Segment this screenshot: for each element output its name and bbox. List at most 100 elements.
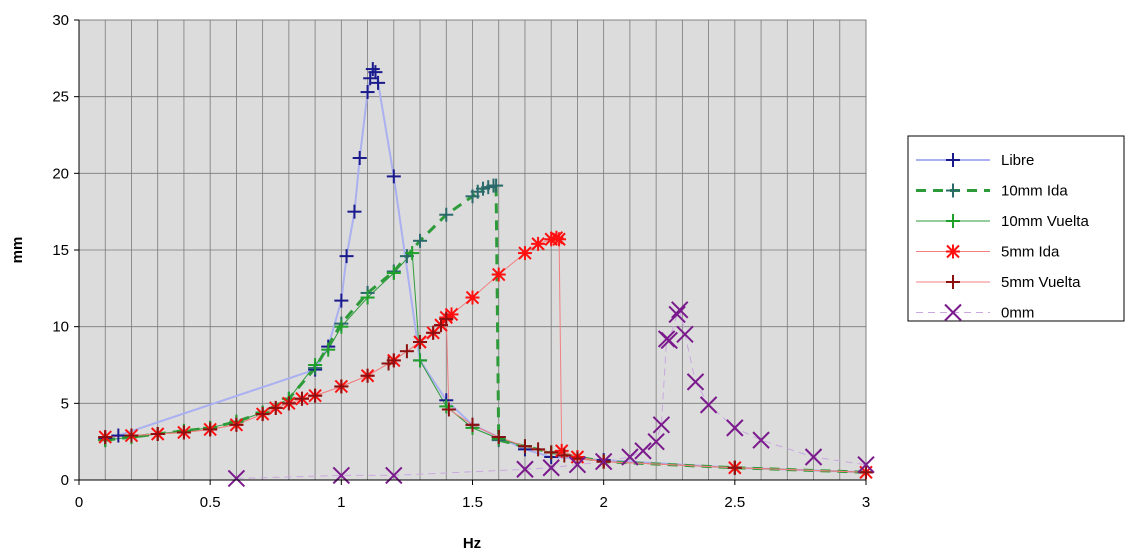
data-point bbox=[491, 430, 506, 445]
data-point bbox=[294, 391, 309, 406]
data-point bbox=[413, 233, 428, 248]
data-point bbox=[668, 305, 686, 324]
data-point bbox=[726, 419, 744, 437]
data-point bbox=[368, 65, 383, 80]
data-point bbox=[570, 451, 585, 466]
series-markers-4 bbox=[98, 312, 873, 480]
legend-label: 0mm bbox=[1001, 305, 1034, 322]
data-point bbox=[568, 455, 587, 474]
data-point bbox=[386, 266, 401, 280]
y-tick-label: 10 bbox=[52, 319, 69, 336]
data-point bbox=[857, 455, 875, 474]
legend-item-4: 5mm Vuelta bbox=[916, 274, 1081, 291]
legend-label: 10mm Vuelta bbox=[1001, 213, 1089, 230]
data-point bbox=[150, 427, 165, 441]
x-tick-label: 1.5 bbox=[462, 494, 483, 511]
data-point bbox=[371, 75, 386, 90]
data-point bbox=[281, 396, 296, 411]
data-point bbox=[405, 246, 420, 261]
data-point bbox=[308, 388, 323, 403]
data-point bbox=[634, 442, 652, 460]
data-point bbox=[176, 425, 191, 440]
y-tick-label: 20 bbox=[52, 165, 69, 182]
data-point bbox=[491, 267, 506, 282]
data-point bbox=[98, 430, 113, 445]
data-point bbox=[413, 353, 428, 368]
legend-label: 10mm Ida bbox=[1001, 183, 1068, 200]
data-point bbox=[227, 469, 246, 488]
legend-label: 5mm Vuelta bbox=[1001, 274, 1081, 291]
data-point bbox=[439, 207, 454, 222]
data-point bbox=[426, 325, 441, 340]
data-point bbox=[111, 428, 126, 443]
y-tick-label: 25 bbox=[52, 89, 69, 106]
data-point bbox=[441, 402, 456, 417]
data-point bbox=[352, 151, 367, 165]
legend-marker bbox=[946, 183, 960, 198]
series-markers-5 bbox=[227, 301, 875, 488]
data-point bbox=[360, 368, 375, 383]
data-point bbox=[727, 460, 742, 475]
data-point bbox=[465, 417, 480, 432]
data-point bbox=[859, 465, 873, 480]
data-point bbox=[621, 448, 639, 466]
data-point bbox=[699, 396, 718, 414]
x-tick-label: 2.5 bbox=[724, 494, 745, 511]
legend: Libre 10mm Ida 10mm Vuelta 5mm Ida 5mm Vuelt… bbox=[907, 135, 1125, 322]
x-tick-label: 0.5 bbox=[200, 494, 221, 511]
data-point bbox=[229, 417, 244, 432]
legend-label: 5mm Ida bbox=[1001, 244, 1060, 261]
data-point bbox=[544, 445, 559, 460]
y-tick-label: 5 bbox=[61, 395, 69, 412]
data-point bbox=[255, 407, 270, 422]
data-point bbox=[365, 62, 380, 77]
y-tick-label: 30 bbox=[52, 12, 69, 29]
data-point bbox=[671, 301, 689, 319]
legend-marker bbox=[946, 153, 960, 167]
data-point bbox=[332, 466, 351, 485]
data-point bbox=[334, 379, 349, 394]
data-point bbox=[413, 335, 428, 349]
data-point bbox=[321, 342, 336, 357]
legend-marker bbox=[946, 214, 960, 228]
legend-item-3: 5mm Ida bbox=[916, 244, 1060, 261]
data-point bbox=[517, 439, 532, 454]
legend-box bbox=[907, 135, 1125, 322]
data-point bbox=[542, 459, 560, 477]
data-point bbox=[557, 448, 572, 463]
series-layer bbox=[98, 62, 875, 488]
data-point bbox=[660, 331, 678, 350]
data-point bbox=[531, 442, 546, 457]
legend-marker bbox=[944, 303, 962, 322]
legend-item-5: 0mm bbox=[916, 303, 1034, 322]
data-point bbox=[752, 431, 770, 449]
legend-item-0: Libre bbox=[916, 152, 1034, 169]
data-point bbox=[399, 344, 414, 359]
legend-item-1: 10mm Ida bbox=[916, 183, 1068, 200]
data-point bbox=[652, 416, 671, 434]
grid bbox=[79, 20, 866, 480]
data-point bbox=[552, 232, 567, 247]
data-point bbox=[439, 312, 454, 326]
y-tick-label: 0 bbox=[61, 472, 69, 489]
x-tick-label: 0 bbox=[75, 494, 83, 511]
data-point bbox=[334, 293, 349, 308]
data-point bbox=[203, 422, 218, 437]
data-point bbox=[647, 432, 665, 451]
data-point bbox=[516, 460, 534, 478]
legend-marker bbox=[946, 244, 960, 259]
data-point bbox=[334, 319, 349, 334]
data-point bbox=[686, 373, 705, 391]
data-point bbox=[489, 178, 504, 193]
data-point bbox=[308, 358, 323, 372]
x-tick-label: 3 bbox=[862, 494, 870, 511]
data-point bbox=[676, 325, 694, 344]
data-point bbox=[517, 246, 532, 261]
data-point bbox=[439, 399, 454, 414]
legend-marker bbox=[946, 275, 960, 289]
data-point bbox=[124, 428, 139, 443]
data-point bbox=[360, 290, 375, 305]
data-point bbox=[268, 400, 283, 415]
